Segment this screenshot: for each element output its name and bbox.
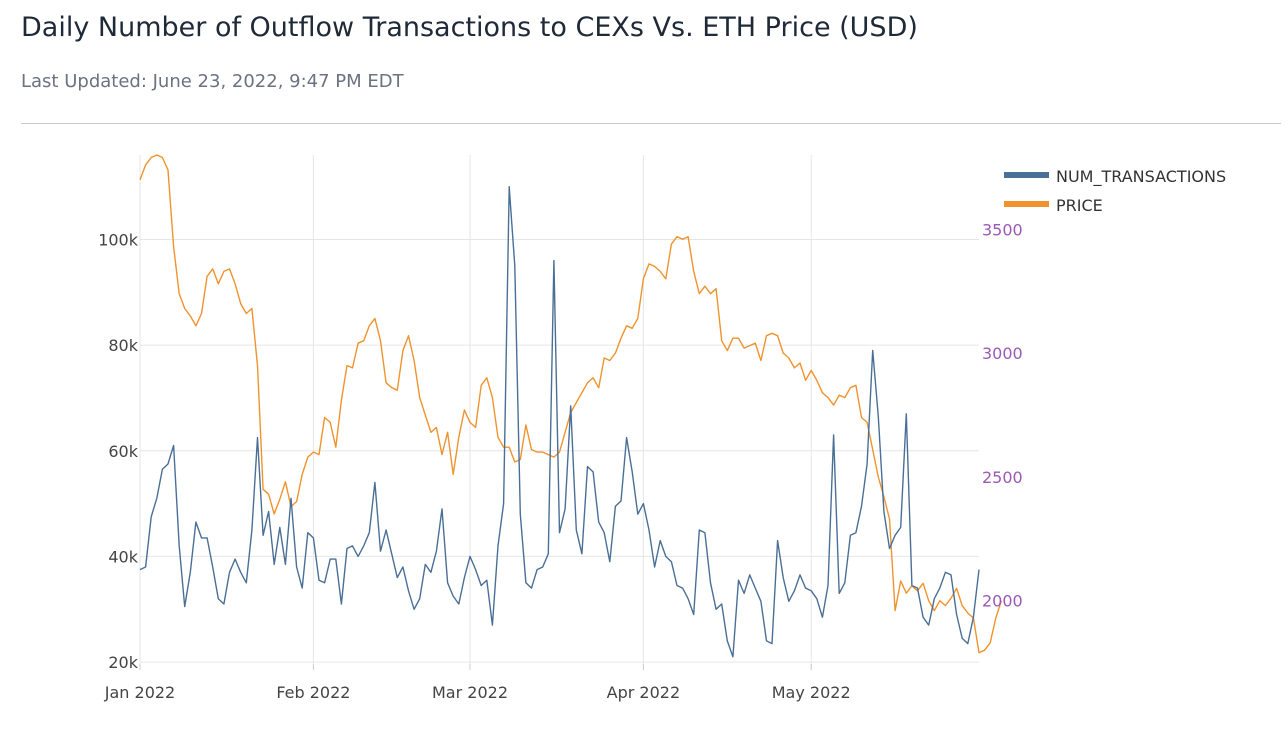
y-left-tick-label: 40k	[108, 547, 138, 566]
price-series-line	[139, 154, 1003, 654]
x-tick-label: Jan 2022	[104, 683, 175, 702]
x-axis: Jan 2022 Feb 2022 Mar 2022 Apr 2022 May 2022	[104, 664, 851, 702]
x-gridlines	[139, 155, 812, 670]
y-right-tick-label: 3000	[982, 344, 1023, 363]
legend-label-price: PRICE	[1056, 196, 1103, 215]
legend-swatch-price	[1004, 201, 1049, 207]
x-tick-label: Apr 2022	[607, 683, 680, 702]
x-tick-label: Feb 2022	[276, 683, 350, 702]
last-updated-subtitle: Last Updated: June 23, 2022, 9:47 PM EDT	[21, 71, 404, 92]
legend-item-num-transactions[interactable]: NUM_TRANSACTIONS	[1004, 167, 1226, 187]
header-divider	[21, 123, 1281, 124]
legend-label-num-transactions: NUM_TRANSACTIONS	[1056, 167, 1226, 187]
page-title: Daily Number of Outflow Transactions to …	[21, 12, 918, 43]
x-tick-label: May 2022	[772, 683, 851, 702]
y-right-tick-label: 2500	[982, 468, 1023, 487]
y-left-tick-label: 20k	[108, 653, 138, 672]
y-left-axis: 20k 40k 60k 80k 100k	[98, 231, 139, 673]
y-left-tick-label: 60k	[108, 442, 138, 461]
num-transactions-series-line	[139, 185, 980, 658]
y-right-tick-label: 2000	[982, 592, 1023, 611]
y-left-tick-label: 80k	[108, 336, 138, 355]
series-layer	[139, 154, 1003, 658]
legend-swatch-num-transactions	[1004, 172, 1049, 178]
y-right-tick-label: 3500	[982, 220, 1023, 239]
legend[interactable]: NUM_TRANSACTIONS PRICE	[1004, 167, 1226, 215]
y-left-tick-label: 100k	[98, 231, 139, 250]
y-right-axis: 2000 2500 3000 3500	[982, 220, 1023, 610]
x-tick-label: Mar 2022	[432, 683, 508, 702]
legend-item-price[interactable]: PRICE	[1004, 196, 1103, 215]
